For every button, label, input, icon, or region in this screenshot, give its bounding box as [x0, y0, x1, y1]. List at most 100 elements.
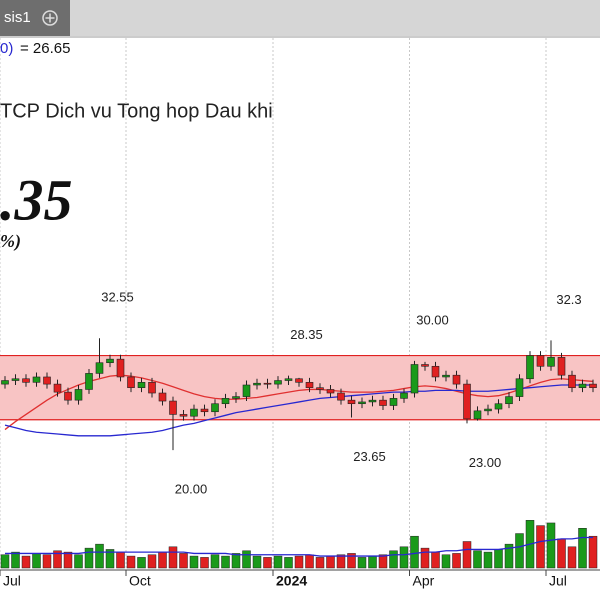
price-annotation: 23.65 [353, 449, 386, 464]
candle-body [589, 383, 597, 388]
candle-body [158, 392, 167, 402]
volume-bar [473, 550, 482, 569]
candle-body [452, 374, 461, 385]
volume-bar [305, 554, 314, 569]
volume-bar [95, 543, 104, 569]
volume-bar [21, 555, 31, 569]
volume-bar [420, 547, 430, 569]
candle-body [148, 382, 156, 394]
volume-bar [452, 553, 461, 569]
volume-bar [567, 546, 577, 569]
candle-body [253, 382, 261, 386]
volume-bar [326, 555, 335, 569]
candle-body [211, 403, 219, 413]
volume-bar [462, 541, 472, 569]
volume-bar [137, 557, 146, 569]
candle-body [410, 364, 419, 394]
volume-bar [231, 553, 241, 569]
candle-body [169, 400, 177, 415]
price-annotation: 28.35 [290, 327, 323, 342]
tab-label: sis1 [4, 9, 31, 26]
volume-bar [179, 553, 188, 569]
candle-body [200, 408, 209, 413]
volume-bar [588, 535, 598, 569]
candle-body [137, 382, 146, 388]
candle-body [484, 408, 492, 412]
add-tab-icon[interactable] [42, 10, 58, 26]
indicator-value: = 26.65 [20, 40, 70, 57]
x-tick-label: Jul [3, 573, 21, 589]
volume-bar [116, 551, 125, 569]
volume-bar [221, 555, 230, 569]
volume-bar [389, 550, 398, 569]
candle-body [347, 399, 356, 405]
volume-bar [147, 554, 157, 569]
volume-bar [84, 547, 94, 569]
x-tick-label: Apr [413, 573, 435, 589]
candle-body [421, 364, 429, 367]
volume-bar [441, 554, 451, 569]
volume-bar [0, 554, 10, 569]
price-annotation: 20.00 [175, 482, 208, 497]
candle-body [400, 392, 408, 399]
volume-bar [515, 533, 524, 569]
x-tick-label: Oct [129, 573, 151, 589]
volume-bar [158, 551, 167, 569]
volume-ma [5, 536, 593, 557]
candle-body [557, 357, 566, 376]
candle-body [232, 396, 240, 399]
volume-bar [368, 555, 377, 569]
candle-body [305, 382, 314, 388]
candle-body [32, 376, 41, 383]
volume-bar [210, 554, 220, 569]
candle-body [578, 383, 587, 388]
candle-body [74, 389, 83, 401]
volume-bar [557, 538, 566, 569]
last-price: .35 [0, 167, 73, 232]
volume-bar [200, 557, 209, 569]
price-annotation: 23.00 [469, 455, 502, 470]
candle-body [295, 378, 303, 383]
candle-body [1, 380, 9, 385]
candle-body [53, 383, 62, 393]
candle-body [473, 410, 482, 420]
moving-average [4, 374, 594, 431]
candle-body [64, 391, 72, 401]
volume-bar [32, 553, 41, 569]
candle-body [568, 374, 576, 388]
candle-body [106, 358, 114, 364]
volume-bar [63, 551, 73, 569]
candle-body [242, 384, 251, 397]
tab[interactable] [0, 0, 70, 36]
candle-body [11, 378, 20, 381]
volume-bar [105, 549, 115, 569]
volume-bar [263, 557, 272, 569]
volume-bar [410, 535, 419, 569]
volume-bar [294, 555, 304, 569]
volume-bar [494, 549, 503, 569]
price-change: %) [0, 231, 21, 252]
candle-body [442, 374, 450, 378]
indicator-label: 0) [0, 40, 13, 57]
volume-bar [284, 557, 293, 569]
candle-body [536, 355, 545, 367]
candle-body [85, 373, 93, 390]
candle-body [431, 365, 440, 378]
candle-body [43, 376, 51, 385]
candle-body [505, 396, 513, 405]
candle-body [263, 382, 272, 385]
candle-body [95, 362, 104, 374]
price-annotation: 32.3 [556, 292, 581, 307]
volume-bar [536, 525, 545, 569]
volume-bar [42, 554, 52, 569]
x-tick-label: 2024 [276, 573, 307, 589]
volume-bar [168, 546, 178, 569]
chart-title: TCP Dich vu Tong hop Dau khi [0, 100, 273, 122]
candle-body [463, 383, 471, 420]
volume-bar [378, 554, 388, 569]
volume-bar [53, 550, 62, 569]
candle-body [326, 389, 335, 394]
volume-bar [273, 555, 283, 569]
volume-bar [252, 555, 262, 569]
